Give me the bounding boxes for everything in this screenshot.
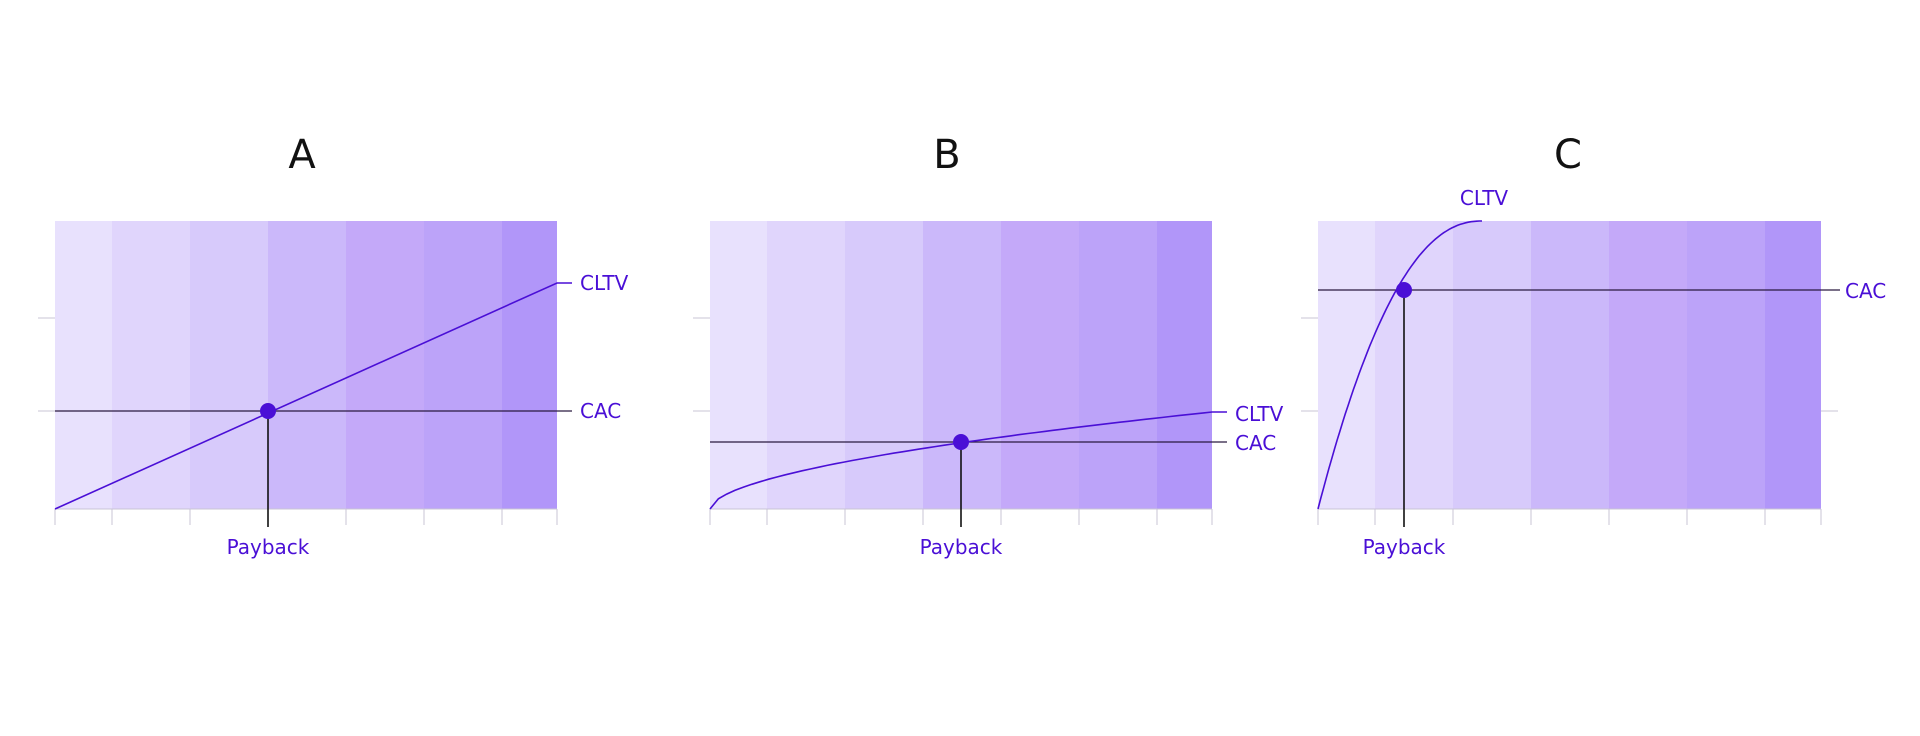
background-band xyxy=(1765,221,1821,509)
axis-ticks xyxy=(1301,317,1838,525)
background-bands xyxy=(710,221,1212,509)
payback-label: Payback xyxy=(1363,535,1446,559)
background-band xyxy=(1157,221,1212,509)
chart-title: B xyxy=(933,132,960,178)
background-band xyxy=(55,221,112,509)
background-band xyxy=(1609,221,1687,509)
background-bands xyxy=(55,221,557,509)
background-band xyxy=(1318,221,1375,509)
chart-panel-b: B CLTV CAC Payback xyxy=(693,132,1284,559)
chart-panel-a: A CLTV CAC Payback xyxy=(38,132,629,559)
background-band xyxy=(190,221,268,509)
background-band xyxy=(1001,221,1079,509)
background-band xyxy=(767,221,845,509)
background-band xyxy=(268,221,346,509)
background-band xyxy=(1687,221,1765,509)
payback-label: Payback xyxy=(920,535,1003,559)
background-band xyxy=(923,221,1001,509)
chart-title: A xyxy=(288,132,316,178)
background-bands xyxy=(1318,221,1821,509)
background-band xyxy=(346,221,424,509)
background-band xyxy=(1453,221,1531,509)
cac-label: CAC xyxy=(580,399,621,423)
cltv-line xyxy=(54,282,572,510)
cac-label: CAC xyxy=(1235,431,1276,455)
background-band xyxy=(502,221,557,509)
background-band xyxy=(845,221,923,509)
background-band xyxy=(424,221,502,509)
cltv-label: CLTV xyxy=(1235,402,1284,426)
background-band xyxy=(710,221,767,509)
payback-marker xyxy=(260,403,276,419)
cltv-label: CLTV xyxy=(1460,186,1509,210)
payback-marker xyxy=(953,434,969,450)
payback-marker xyxy=(1396,282,1412,298)
cac-label: CAC xyxy=(1845,279,1886,303)
payback-label: Payback xyxy=(227,535,310,559)
chart-title: C xyxy=(1554,132,1582,178)
cltv-label: CLTV xyxy=(580,271,629,295)
axis-ticks xyxy=(38,317,558,525)
background-band xyxy=(1079,221,1157,509)
background-band xyxy=(112,221,190,509)
chart-panel-c: C CLTV CAC Payback xyxy=(1301,132,1886,559)
background-band xyxy=(1531,221,1609,509)
background-band xyxy=(1375,221,1453,509)
